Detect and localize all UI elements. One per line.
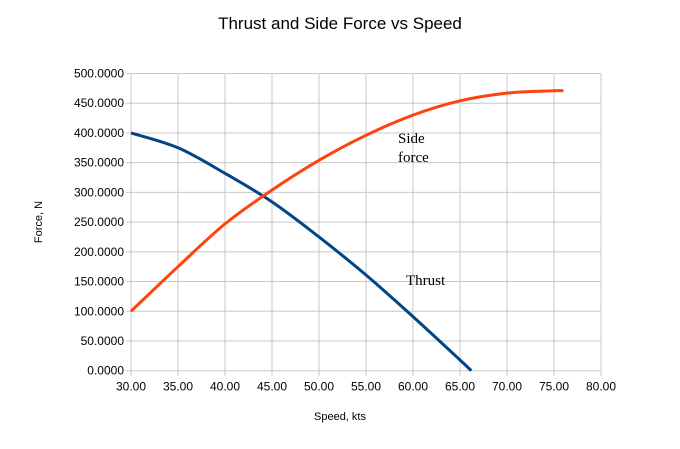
y-tick-label: 50.0000 [81,334,125,348]
annotation-thrust: Thrust [406,273,446,289]
series-line-side-force [129,89,564,313]
x-tick-label: 55.00 [351,380,381,394]
x-tick-label: 40.00 [210,380,240,394]
y-tick-label: 0.0000 [87,364,124,378]
y-tick-label: 250.0000 [74,215,124,229]
y-tick-label: 200.0000 [74,245,124,259]
y-tick-label: 400.0000 [74,126,124,140]
y-tick-label: 100.0000 [74,304,124,318]
series-line-thrust [130,131,473,372]
x-tick-label: 30.00 [116,380,146,394]
x-tick-label: 80.00 [586,380,616,394]
y-tick-label: 150.0000 [74,275,124,289]
x-tick-label: 60.00 [398,380,428,394]
chart-title: Thrust and Side Force vs Speed [218,14,462,33]
x-axis-label: Speed, kts [314,411,366,423]
y-tick-label: 450.0000 [74,96,124,110]
y-axis-label: Force, N [33,201,45,243]
annotation-force: force [398,150,429,166]
tick-labels: 30.00 35.00 40.00 45.00 50.00 55.00 60.00 65.00… [74,67,616,394]
annotation-side: Side [398,131,425,147]
x-tick-label: 45.00 [257,380,287,394]
y-tick-label: 350.0000 [74,156,124,170]
x-tick-label: 65.00 [445,380,475,394]
series-group [129,89,564,372]
x-tick-label: 35.00 [163,380,193,394]
y-tick-label: 300.0000 [74,185,124,199]
grid [126,73,602,376]
x-tick-label: 70.00 [492,380,522,394]
x-tick-label: 75.00 [539,380,569,394]
x-tick-label: 50.00 [304,380,334,394]
y-tick-label: 500.0000 [74,67,124,81]
